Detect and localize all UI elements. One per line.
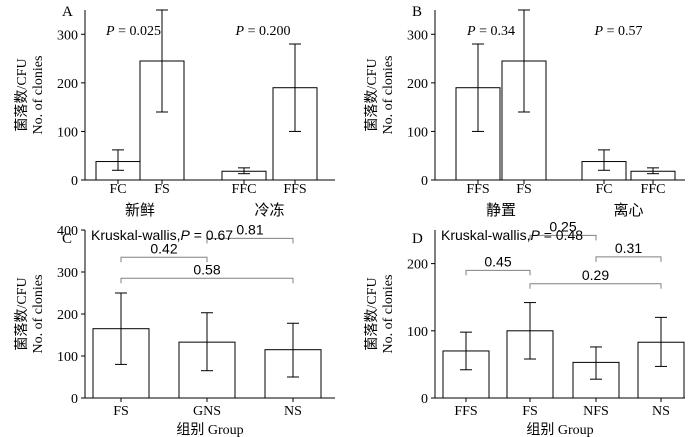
panel-d-comparison-label: 0.31 bbox=[615, 240, 642, 256]
panel-c: C 菌落数/CFU No. of clonies 0 100 200 300 400 FS GNS… bbox=[14, 221, 335, 437]
panel-d-comparison-bracket bbox=[465, 269, 531, 276]
panel-d-y-tick-label: 100 bbox=[407, 325, 428, 340]
panel-b-y-tick-label: 0 bbox=[421, 174, 428, 189]
panel-a-y-tick-label: 300 bbox=[57, 28, 78, 43]
panel-d-comparison-bracket bbox=[529, 283, 662, 289]
panel-d-comparison-label: 0.45 bbox=[484, 253, 511, 269]
panel-b-y-tick-label: 200 bbox=[407, 77, 428, 92]
panel-c-test-label: Kruskal-wallis,P = 0.67 bbox=[91, 227, 233, 243]
panel-d-comparison-bracket bbox=[529, 234, 597, 241]
panel-d-comparison-label: 0.25 bbox=[549, 218, 576, 234]
panel-c-letter: C bbox=[62, 231, 72, 247]
panel-d-letter: D bbox=[412, 231, 423, 247]
panel-d-y-tick-label: 0 bbox=[421, 392, 428, 407]
panel-d-y-tick-label: 200 bbox=[407, 258, 428, 273]
panel-b-ylabel-en: No. of clonies bbox=[381, 56, 396, 135]
panel-a-ylabel-cn: 菌落数/CFU bbox=[14, 58, 30, 131]
panel-b-letter: B bbox=[412, 4, 422, 20]
panel-d: D 菌落数/CFU No. of clonies 0 100 200 FFS FS NFS NS 0… bbox=[364, 218, 685, 437]
panel-d-comparison-label: 0.29 bbox=[582, 267, 609, 283]
panel-a-x-tick-label: FFS bbox=[283, 182, 306, 197]
panel-c-y-tick-label: 400 bbox=[57, 224, 78, 239]
panel-a-group-label: 冷冻 bbox=[254, 201, 284, 219]
panel-c-x-tick-label: NS bbox=[284, 404, 302, 419]
panel-c-ylabel-cn: 菌落数/CFU bbox=[14, 277, 30, 350]
panel-b-group-label: 静置 bbox=[486, 202, 516, 219]
panel-a-x-tick-label: FC bbox=[109, 182, 126, 197]
panel-a: A 菌落数/CFU No. of clonies 0 100 200 300 FC FS 新鲜 P … bbox=[14, 4, 335, 219]
panel-b-x-tick-label: FS bbox=[516, 182, 532, 197]
panel-c-comparison-label: 0.58 bbox=[193, 261, 220, 277]
panel-d-x-tick-label: NFS bbox=[583, 404, 609, 419]
panel-c-xlabel: 组别 Group bbox=[176, 422, 243, 437]
panel-b-p-value: P = 0.57 bbox=[594, 24, 643, 39]
panel-c-y-tick-label: 300 bbox=[57, 266, 78, 281]
panel-a-p-value: P = 0.025 bbox=[105, 24, 161, 39]
panel-c-comparison-bracket bbox=[120, 277, 294, 284]
panel-c-comparison-bracket bbox=[206, 237, 294, 244]
panel-d-x-tick-label: NS bbox=[652, 404, 670, 419]
panel-c-x-tick-label: GNS bbox=[193, 404, 221, 419]
panel-d-x-tick-label: FFS bbox=[454, 404, 477, 419]
panel-c-ylabel-en: No. of clonies bbox=[31, 275, 46, 354]
panel-c-comparison-label: 0.42 bbox=[150, 240, 177, 256]
panel-c-y-tick-label: 100 bbox=[57, 350, 78, 365]
panel-b-x-tick-label: FC bbox=[595, 182, 612, 197]
panel-d-x-tick-label: FS bbox=[522, 404, 538, 419]
panel-d-ylabel-cn: 菌落数/CFU bbox=[364, 277, 380, 350]
panel-b-p-value: P = 0.34 bbox=[466, 24, 515, 39]
panel-b-x-tick-label: FFS bbox=[466, 182, 489, 197]
panel-c-comparison-label: 0.81 bbox=[236, 221, 263, 237]
panel-d-test-label: Kruskal-wallis,P = 0.48 bbox=[441, 227, 583, 243]
panel-a-x-tick-label: FFC bbox=[232, 182, 257, 197]
panel-a-y-tick-label: 200 bbox=[57, 77, 78, 92]
panel-c-x-tick-label: FS bbox=[113, 404, 129, 419]
panel-c-y-tick-label: 200 bbox=[57, 308, 78, 323]
panel-a-y-tick-label: 100 bbox=[57, 125, 78, 140]
panel-a-x-tick-label: FS bbox=[154, 182, 170, 197]
panel-b-group-label: 离心 bbox=[613, 202, 643, 219]
panel-c-comparison-bracket bbox=[120, 256, 208, 263]
panel-a-letter: A bbox=[62, 4, 73, 20]
panel-b-ylabel-cn: 菌落数/CFU bbox=[364, 58, 380, 131]
panel-b-x-tick-label: FFC bbox=[641, 182, 666, 197]
panel-d-ylabel-en: No. of clonies bbox=[381, 275, 396, 354]
panel-b-y-tick-label: 300 bbox=[407, 28, 428, 43]
panel-a-group-label: 新鲜 bbox=[125, 202, 155, 219]
panel-d-comparison-bracket bbox=[595, 256, 662, 262]
panel-d-xlabel: 组别 Group bbox=[526, 422, 593, 437]
panel-a-ylabel-en: No. of clonies bbox=[31, 56, 46, 135]
panel-c-y-tick-label: 0 bbox=[71, 392, 78, 407]
panel-a-y-tick-label: 0 bbox=[71, 174, 78, 189]
panel-a-p-value: P = 0.200 bbox=[235, 24, 291, 39]
panel-b-y-tick-label: 100 bbox=[407, 125, 428, 140]
